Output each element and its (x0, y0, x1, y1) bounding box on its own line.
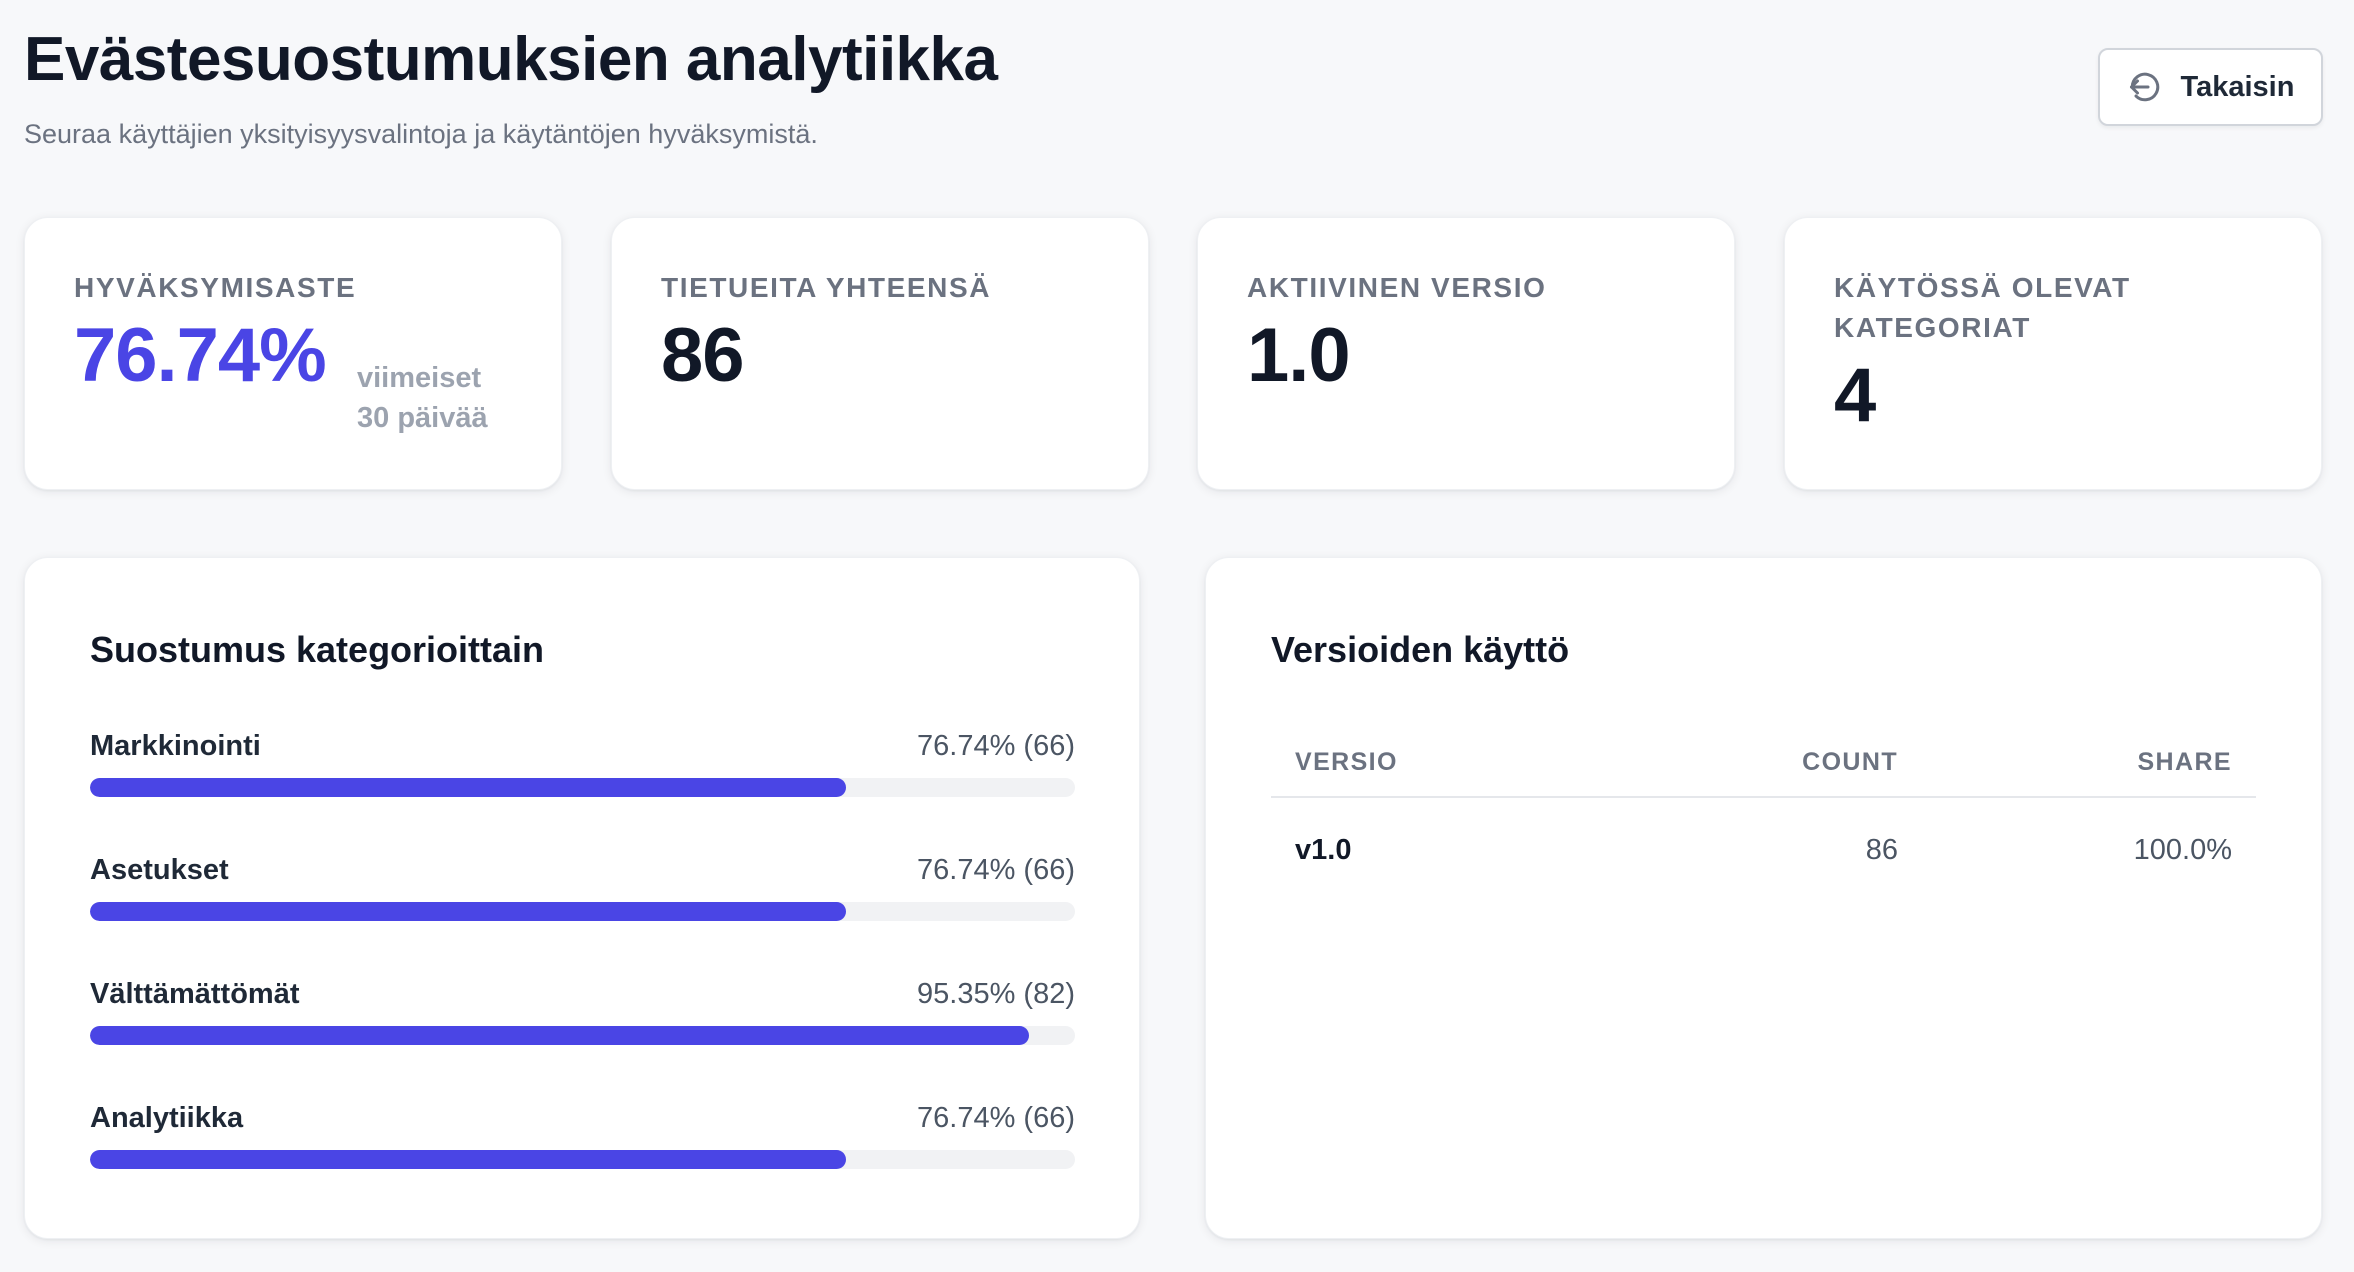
progress-fill (90, 1150, 846, 1169)
table-header: Versio Count Share (1271, 726, 2256, 798)
progress-track (90, 778, 1075, 797)
page-title: Evästesuostumuksien analytiikka (24, 25, 998, 94)
category-name: Asetukset (90, 854, 229, 886)
category-value: 76.74% (66) (917, 1102, 1075, 1134)
column-header-count: Count (1802, 748, 1898, 776)
category-value: 76.74% (66) (917, 854, 1075, 886)
progress-fill (90, 902, 846, 921)
column-header-version: Versio (1295, 748, 1398, 776)
stat-value: 86 (661, 313, 745, 398)
category-row-preferences: Asetukset 76.74% (66) (90, 850, 1075, 930)
consent-by-category-panel: Suostumus kategorioittain Markkinointi 7… (24, 557, 1140, 1239)
page-subtitle: Seuraa käyttäjien yksityisyysvalintoja j… (24, 119, 818, 149)
stat-label: Käytössä olevat kategoriat (1834, 272, 2131, 343)
progress-track (90, 902, 1075, 921)
category-value: 95.35% (82) (917, 978, 1075, 1010)
stat-label: Aktiivinen versio (1247, 272, 1547, 303)
version-usage-panel: Versioiden käyttö Versio Count Share v1.… (1205, 557, 2322, 1239)
stat-value: 1.0 (1247, 313, 1351, 398)
back-button-label: Takaisin (2180, 70, 2295, 103)
panel-title: Suostumus kategorioittain (90, 629, 545, 670)
back-button[interactable]: Takaisin (2098, 48, 2323, 126)
stat-label: Tietueita yhteensä (661, 272, 992, 303)
cell-version: v1.0 (1295, 834, 1352, 866)
stat-card-active-version: Aktiivinen versio 1.0 (1197, 217, 1735, 490)
category-name: Analytiikka (90, 1102, 244, 1134)
column-header-share: Share (2137, 748, 2232, 776)
category-row-marketing: Markkinointi 76.74% (66) (90, 726, 1075, 806)
version-table: Versio Count Share v1.0 86 100.0% (1271, 726, 2256, 902)
stat-card-acceptance-rate: Hyväksymisaste 76.74% viimeiset 30 päivä… (24, 217, 562, 490)
progress-track (90, 1150, 1075, 1169)
back-arrow-icon (2127, 69, 2163, 105)
stat-value: 4 (1834, 353, 1876, 438)
table-row: v1.0 86 100.0% (1271, 798, 2256, 902)
category-row-analytics: Analytiikka 76.74% (66) (90, 1098, 1075, 1178)
cell-share: 100.0% (2133, 834, 2232, 866)
category-name: Markkinointi (90, 730, 261, 762)
cell-count: 86 (1865, 834, 1898, 866)
stat-label: Hyväksymisaste (74, 272, 357, 303)
stat-card-total-records: Tietueita yhteensä 86 (611, 217, 1149, 490)
progress-track (90, 1026, 1075, 1045)
page-header: Evästesuostumuksien analytiikka Seuraa k… (24, 24, 2323, 154)
stat-note: viimeiset 30 päivää (357, 362, 488, 434)
panel-title: Versioiden käyttö (1271, 629, 1570, 670)
progress-fill (90, 778, 846, 797)
stat-card-active-categories: Käytössä olevat kategoriat 4 (1784, 217, 2322, 490)
category-name: Välttämättömät (90, 978, 300, 1010)
category-row-necessary: Välttämättömät 95.35% (82) (90, 974, 1075, 1054)
progress-fill (90, 1026, 1030, 1045)
category-value: 76.74% (66) (917, 730, 1075, 762)
stat-value: 76.74% (74, 313, 327, 398)
